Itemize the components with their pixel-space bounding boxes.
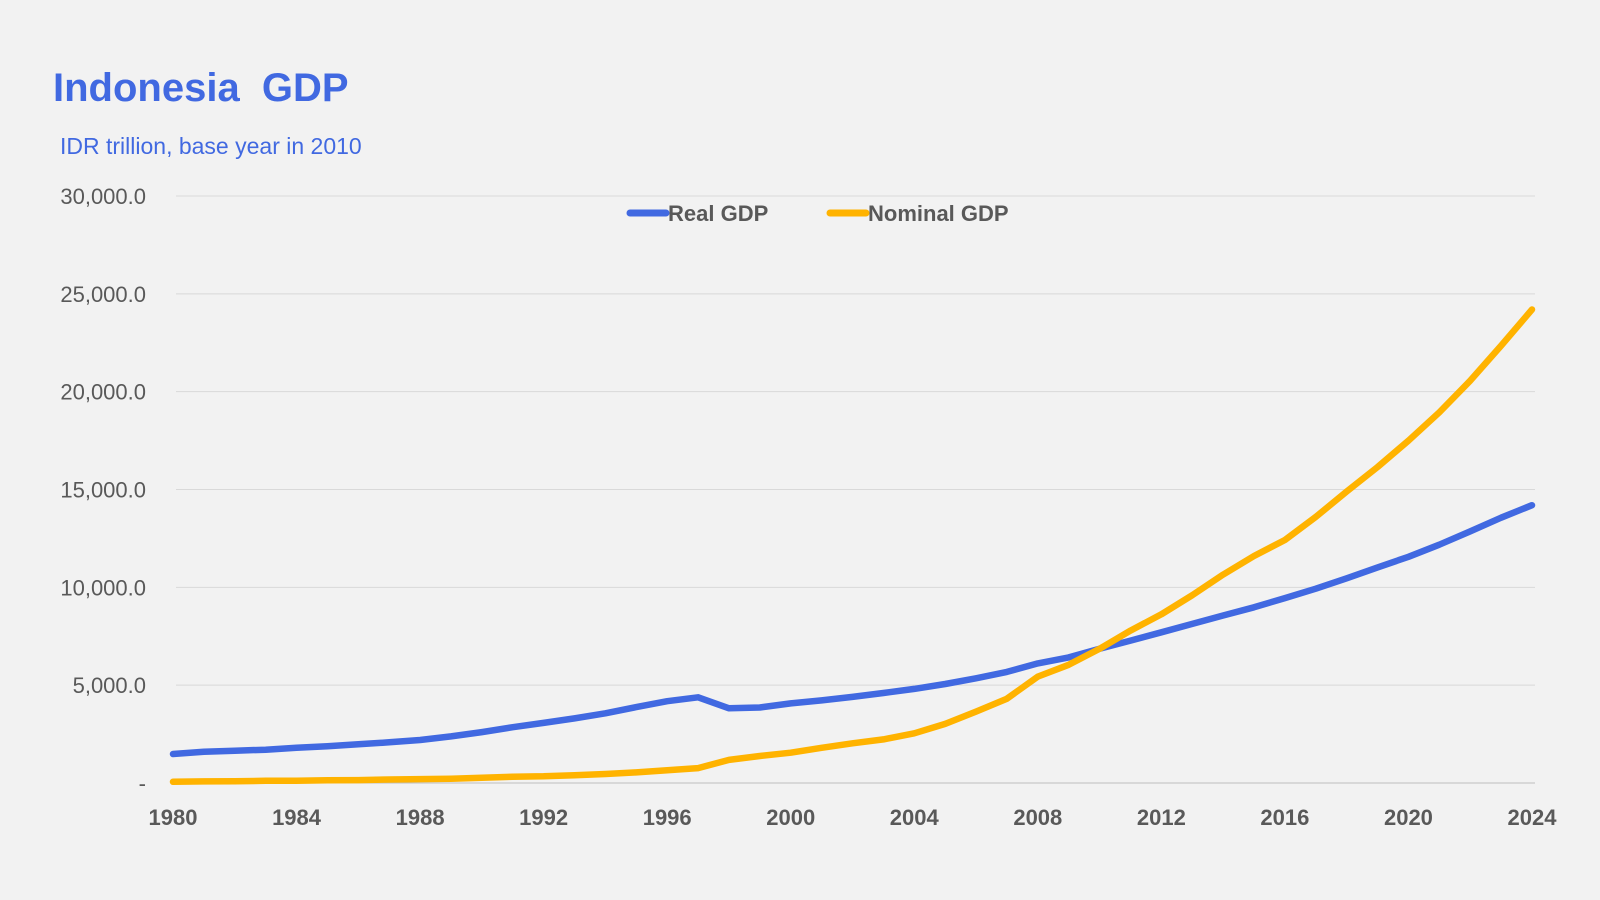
y-tick-label: 30,000.0 — [60, 184, 146, 209]
chart-title: Indonesia GDP — [53, 66, 349, 110]
y-tick-label: 25,000.0 — [60, 282, 146, 307]
x-tick-label: 2012 — [1137, 805, 1186, 830]
x-tick-label: 2008 — [1013, 805, 1062, 830]
series-line-real-gdp — [169, 501, 1536, 758]
x-tick-label: 1988 — [396, 805, 445, 830]
y-tick-label: 20,000.0 — [60, 380, 146, 405]
x-tick-label: 1984 — [272, 805, 322, 830]
legend-label: Nominal GDP — [868, 201, 1009, 226]
x-tick-label: 2000 — [766, 805, 815, 830]
y-tick-label: 10,000.0 — [60, 575, 146, 600]
legend-label: Real GDP — [668, 201, 768, 226]
x-tick-label: 2004 — [890, 805, 940, 830]
x-tick-label: 2024 — [1508, 805, 1558, 830]
y-tick-label: 5,000.0 — [73, 673, 146, 698]
x-tick-label: 2020 — [1384, 805, 1433, 830]
x-tick-label: 1980 — [149, 805, 198, 830]
y-tick-label: - — [139, 771, 146, 796]
x-tick-label: 1996 — [643, 805, 692, 830]
x-tick-label: 1992 — [519, 805, 568, 830]
chart-subtitle: IDR trillion, base year in 2010 — [60, 133, 362, 159]
x-tick-label: 2016 — [1260, 805, 1309, 830]
y-tick-label: 15,000.0 — [60, 478, 146, 503]
series-line-nominal-gdp — [169, 306, 1536, 786]
